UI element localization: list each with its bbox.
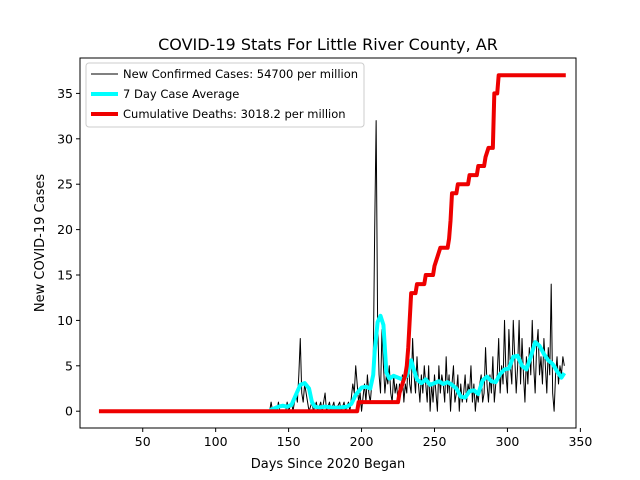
x-tick-label: 300 [496, 434, 520, 449]
x-axis: 50 100 150 200 250 300 350 [135, 428, 592, 449]
legend-label: Cumulative Deaths: 3018.2 per million [123, 107, 346, 121]
x-tick-label: 100 [204, 434, 228, 449]
plot-area [98, 73, 567, 414]
chart-title: COVID-19 Stats For Little River County, … [158, 35, 498, 54]
legend-entry-new-cases: New Confirmed Cases: 54700 per million [91, 67, 358, 81]
x-tick-label: 250 [423, 434, 447, 449]
legend-entry-cumulative-deaths: Cumulative Deaths: 3018.2 per million [91, 107, 346, 121]
y-tick-label: 30 [57, 131, 73, 146]
x-tick-label: 150 [277, 434, 301, 449]
legend-label: New Confirmed Cases: 54700 per million [123, 67, 358, 81]
x-tick-label: 200 [350, 434, 374, 449]
plot-frame [79, 57, 577, 429]
y-tick-label: 10 [57, 313, 73, 328]
y-tick-label: 25 [57, 177, 73, 192]
legend-label: 7 Day Case Average [123, 87, 239, 101]
y-tick-label: 0 [65, 404, 73, 419]
legend: New Confirmed Cases: 54700 per million 7 … [85, 62, 365, 128]
y-axis: 0 5 10 15 20 25 30 35 [57, 86, 80, 419]
y-tick-label: 20 [57, 222, 73, 237]
y-tick-label: 15 [57, 268, 73, 283]
x-tick-label: 350 [568, 434, 592, 449]
legend-entry-seven-day-average: 7 Day Case Average [91, 87, 239, 101]
y-tick-label: 35 [57, 86, 73, 101]
y-tick-label: 5 [65, 358, 73, 373]
series-layer [98, 73, 567, 414]
legend-box [85, 62, 365, 128]
cumulative-deaths-line [98, 73, 566, 414]
seven-day-average-line [268, 313, 567, 413]
x-axis-label: Days Since 2020 Began [251, 457, 406, 472]
x-tick-label: 50 [135, 434, 151, 449]
y-axis-label: New COVID-19 Cases [33, 174, 48, 312]
